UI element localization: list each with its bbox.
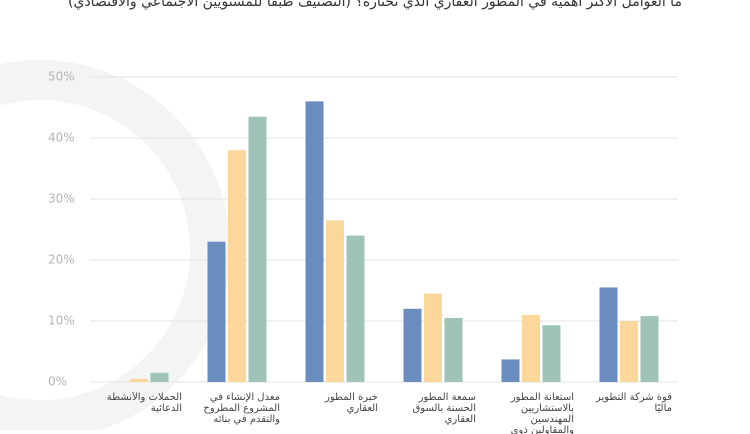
bar	[424, 293, 442, 382]
bar	[228, 150, 246, 382]
watermark	[0, 60, 230, 430]
bar	[640, 316, 659, 382]
bar	[150, 372, 169, 382]
y-tick-label: 10%	[48, 314, 75, 328]
x-tick-label: سمعة المطور الحسنة بالسوق العقاري	[412, 392, 476, 425]
bar	[326, 220, 344, 382]
chart-title: ما العوامل الأكثر أهمية في المطور العقار…	[68, 0, 682, 10]
bar	[130, 378, 148, 382]
bar	[305, 101, 324, 383]
bar	[444, 317, 463, 382]
bar	[346, 235, 365, 382]
bar	[599, 287, 618, 382]
bar	[542, 325, 561, 382]
bar	[403, 308, 422, 382]
x-tick-label: الحملات والأنشطة الدعائية	[106, 392, 182, 414]
y-tick-label: 0%	[48, 375, 67, 389]
bar	[248, 116, 267, 383]
bar	[620, 321, 638, 382]
bar	[501, 359, 520, 382]
bar	[207, 241, 226, 382]
y-tick-label: 50%	[48, 70, 75, 84]
y-tick-label: 30%	[48, 192, 75, 206]
bar	[522, 314, 540, 382]
y-tick-label: 20%	[48, 253, 75, 267]
x-tick-label: قوة شركة التطوير ماليًا	[595, 392, 672, 414]
y-tick-label: 40%	[48, 131, 75, 145]
x-tick-label: معدل الإنشاء في المشروع المطروح والتقدم …	[203, 392, 280, 425]
x-tick-label: استعانة المطور بالاستشاريين المهندسين وا…	[510, 392, 574, 434]
x-tick-label: خبرة المطور العقاري	[325, 392, 378, 414]
